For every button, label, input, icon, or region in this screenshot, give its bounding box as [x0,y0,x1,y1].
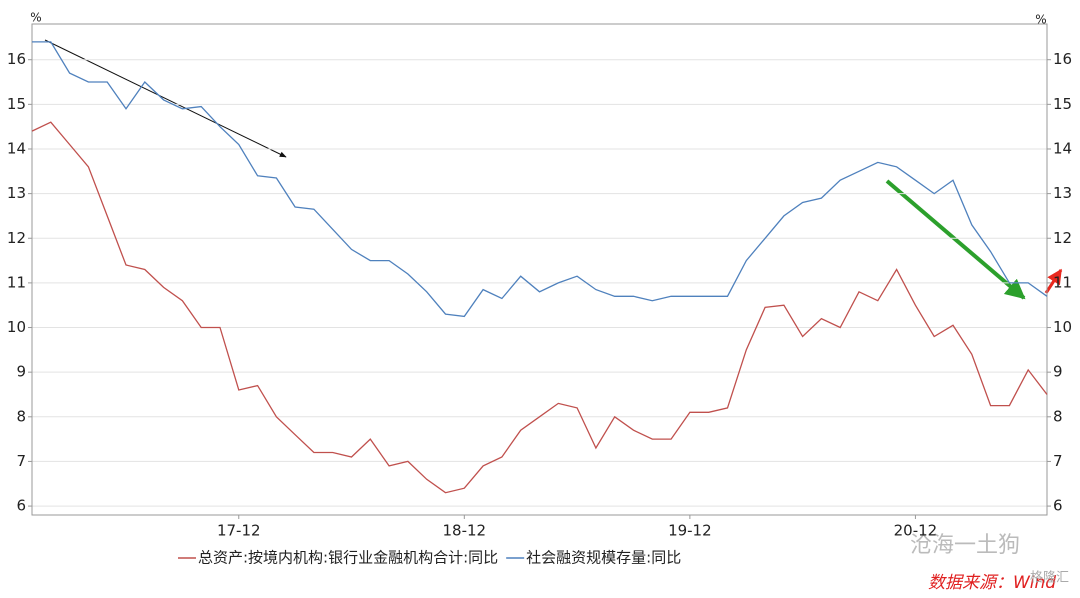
y2-tick-label: 15 [1053,95,1072,113]
y-tick-label: 8 [16,407,26,425]
x-tick-label: 20-12 [894,522,938,540]
y2-unit: % [1035,13,1046,27]
y2-tick-label: 16 [1053,50,1072,68]
arrow [885,179,1026,300]
y-tick-label: 12 [7,229,26,247]
y2-tick-label: 9 [1053,363,1063,381]
x-tick-label: 18-12 [443,522,487,540]
y-tick-label: 13 [7,184,26,202]
y2-tick-label: 13 [1053,184,1072,202]
y-tick-label: 16 [7,50,26,68]
x-tick-label: 17-12 [217,522,261,540]
y2-tick-label: 14 [1053,139,1072,157]
series-line [32,41,1048,318]
legend-label: 社会融资规模存量:同比 [526,549,681,567]
y-tick-label: 14 [7,139,26,157]
x-tick-label: 19-12 [668,522,712,540]
y-tick-label: 10 [7,318,26,336]
y2-tick-label: 7 [1053,452,1063,470]
y-tick-label: 15 [7,95,26,113]
y-tick-label: 6 [16,497,26,515]
y-tick-label: 9 [16,363,26,381]
y2-tick-label: 12 [1053,229,1072,247]
watermark: 沧海一土狗 [910,533,1020,558]
plot-frame [31,23,1048,516]
y2-tick-label: 10 [1053,318,1072,336]
y2-tick-label: 11 [1053,273,1072,291]
legend-label: 总资产:按境内机构:银行业金融机构合计:同比 [198,549,498,567]
y-tick-label: 11 [7,273,26,291]
series-line [31,121,1048,494]
y-tick-label: 7 [16,452,26,470]
arrow [44,39,287,158]
arrow [1044,268,1063,294]
y2-tick-label: 6 [1053,497,1063,515]
y-unit: % [30,11,41,25]
source: 数据来源：Wind [928,573,1056,593]
y2-tick-label: 8 [1053,407,1063,425]
logo: 格隆汇 [1030,570,1069,586]
